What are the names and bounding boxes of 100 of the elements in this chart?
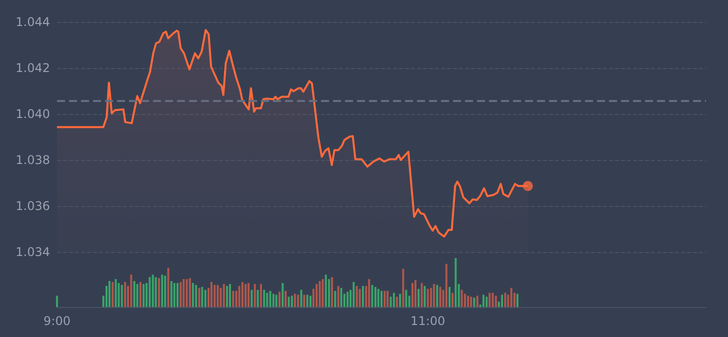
bar — [182, 279, 185, 307]
bar — [402, 268, 404, 307]
bar — [334, 290, 336, 307]
bar — [260, 284, 262, 307]
bar — [220, 288, 222, 307]
bar — [254, 284, 256, 307]
y-tick-label: 1.034 — [16, 245, 50, 259]
bar — [192, 282, 194, 307]
bar — [340, 288, 342, 307]
x-tick-label: 9:00 — [44, 314, 70, 328]
bar — [322, 279, 324, 307]
bar — [390, 296, 392, 307]
y-tick-label: 1.040 — [16, 107, 50, 121]
bar — [356, 286, 358, 307]
bar — [120, 284, 123, 307]
bar — [330, 277, 333, 307]
bar — [432, 284, 435, 307]
bar — [161, 274, 164, 307]
bar — [241, 282, 244, 307]
bar — [516, 294, 518, 307]
bar — [294, 294, 296, 307]
bar — [337, 286, 340, 307]
bar — [232, 290, 234, 307]
bar — [454, 258, 457, 307]
bar — [226, 286, 228, 307]
bar — [306, 294, 308, 307]
bar — [426, 288, 429, 307]
bar — [303, 294, 306, 307]
bar — [371, 284, 374, 307]
bar — [392, 292, 395, 307]
bar — [470, 296, 472, 307]
bar — [448, 286, 451, 307]
bar — [164, 276, 166, 307]
bar — [384, 290, 386, 307]
bar — [136, 284, 138, 307]
bar — [324, 274, 327, 307]
bar — [467, 296, 470, 307]
bar — [152, 274, 154, 307]
bar — [436, 284, 438, 307]
bar — [248, 282, 250, 307]
bar — [278, 292, 281, 307]
bar — [386, 290, 389, 307]
bar — [492, 292, 494, 307]
bar — [411, 282, 414, 307]
bar — [114, 279, 117, 307]
bar — [420, 282, 423, 307]
bar — [148, 277, 151, 307]
bar — [170, 281, 172, 307]
bar — [142, 284, 145, 307]
bar — [124, 282, 126, 307]
bar — [118, 282, 120, 307]
bar — [112, 282, 114, 307]
bar — [473, 298, 476, 307]
bar — [201, 286, 204, 307]
bar — [368, 279, 370, 307]
bar — [399, 294, 402, 307]
bar — [154, 277, 157, 307]
bar — [352, 282, 355, 307]
bar — [186, 279, 188, 307]
bar — [256, 290, 259, 307]
bar — [494, 296, 497, 307]
bar — [504, 292, 506, 307]
bar — [418, 288, 420, 307]
bar — [358, 288, 361, 307]
bar — [464, 294, 466, 307]
bar — [501, 294, 504, 307]
bar — [139, 282, 142, 307]
bar — [290, 296, 293, 307]
bar — [238, 286, 240, 307]
bar — [167, 268, 170, 307]
bar — [424, 286, 426, 307]
bar — [176, 282, 179, 307]
bar — [229, 284, 232, 307]
bar — [362, 286, 364, 307]
bar — [216, 284, 219, 307]
bar — [130, 274, 132, 307]
bar — [430, 288, 432, 307]
y-tick-label: 1.038 — [16, 153, 50, 167]
bar — [297, 294, 300, 307]
bar — [180, 282, 182, 307]
bar — [486, 296, 488, 307]
bar — [414, 280, 416, 307]
x-tick-label: 11:00 — [410, 314, 446, 328]
bar — [282, 282, 284, 307]
bar — [56, 296, 58, 307]
bar — [300, 290, 302, 307]
bar — [445, 264, 448, 307]
bar — [108, 281, 110, 307]
bar — [380, 290, 382, 307]
bar — [374, 286, 376, 307]
bar — [158, 278, 160, 307]
bar — [288, 296, 290, 307]
y-tick-label: 1.036 — [16, 199, 50, 213]
bar — [210, 282, 212, 307]
bar — [396, 296, 398, 307]
bar — [195, 284, 198, 307]
bar — [346, 292, 349, 307]
bar — [482, 294, 484, 307]
bar — [452, 292, 454, 307]
bar — [488, 292, 491, 307]
